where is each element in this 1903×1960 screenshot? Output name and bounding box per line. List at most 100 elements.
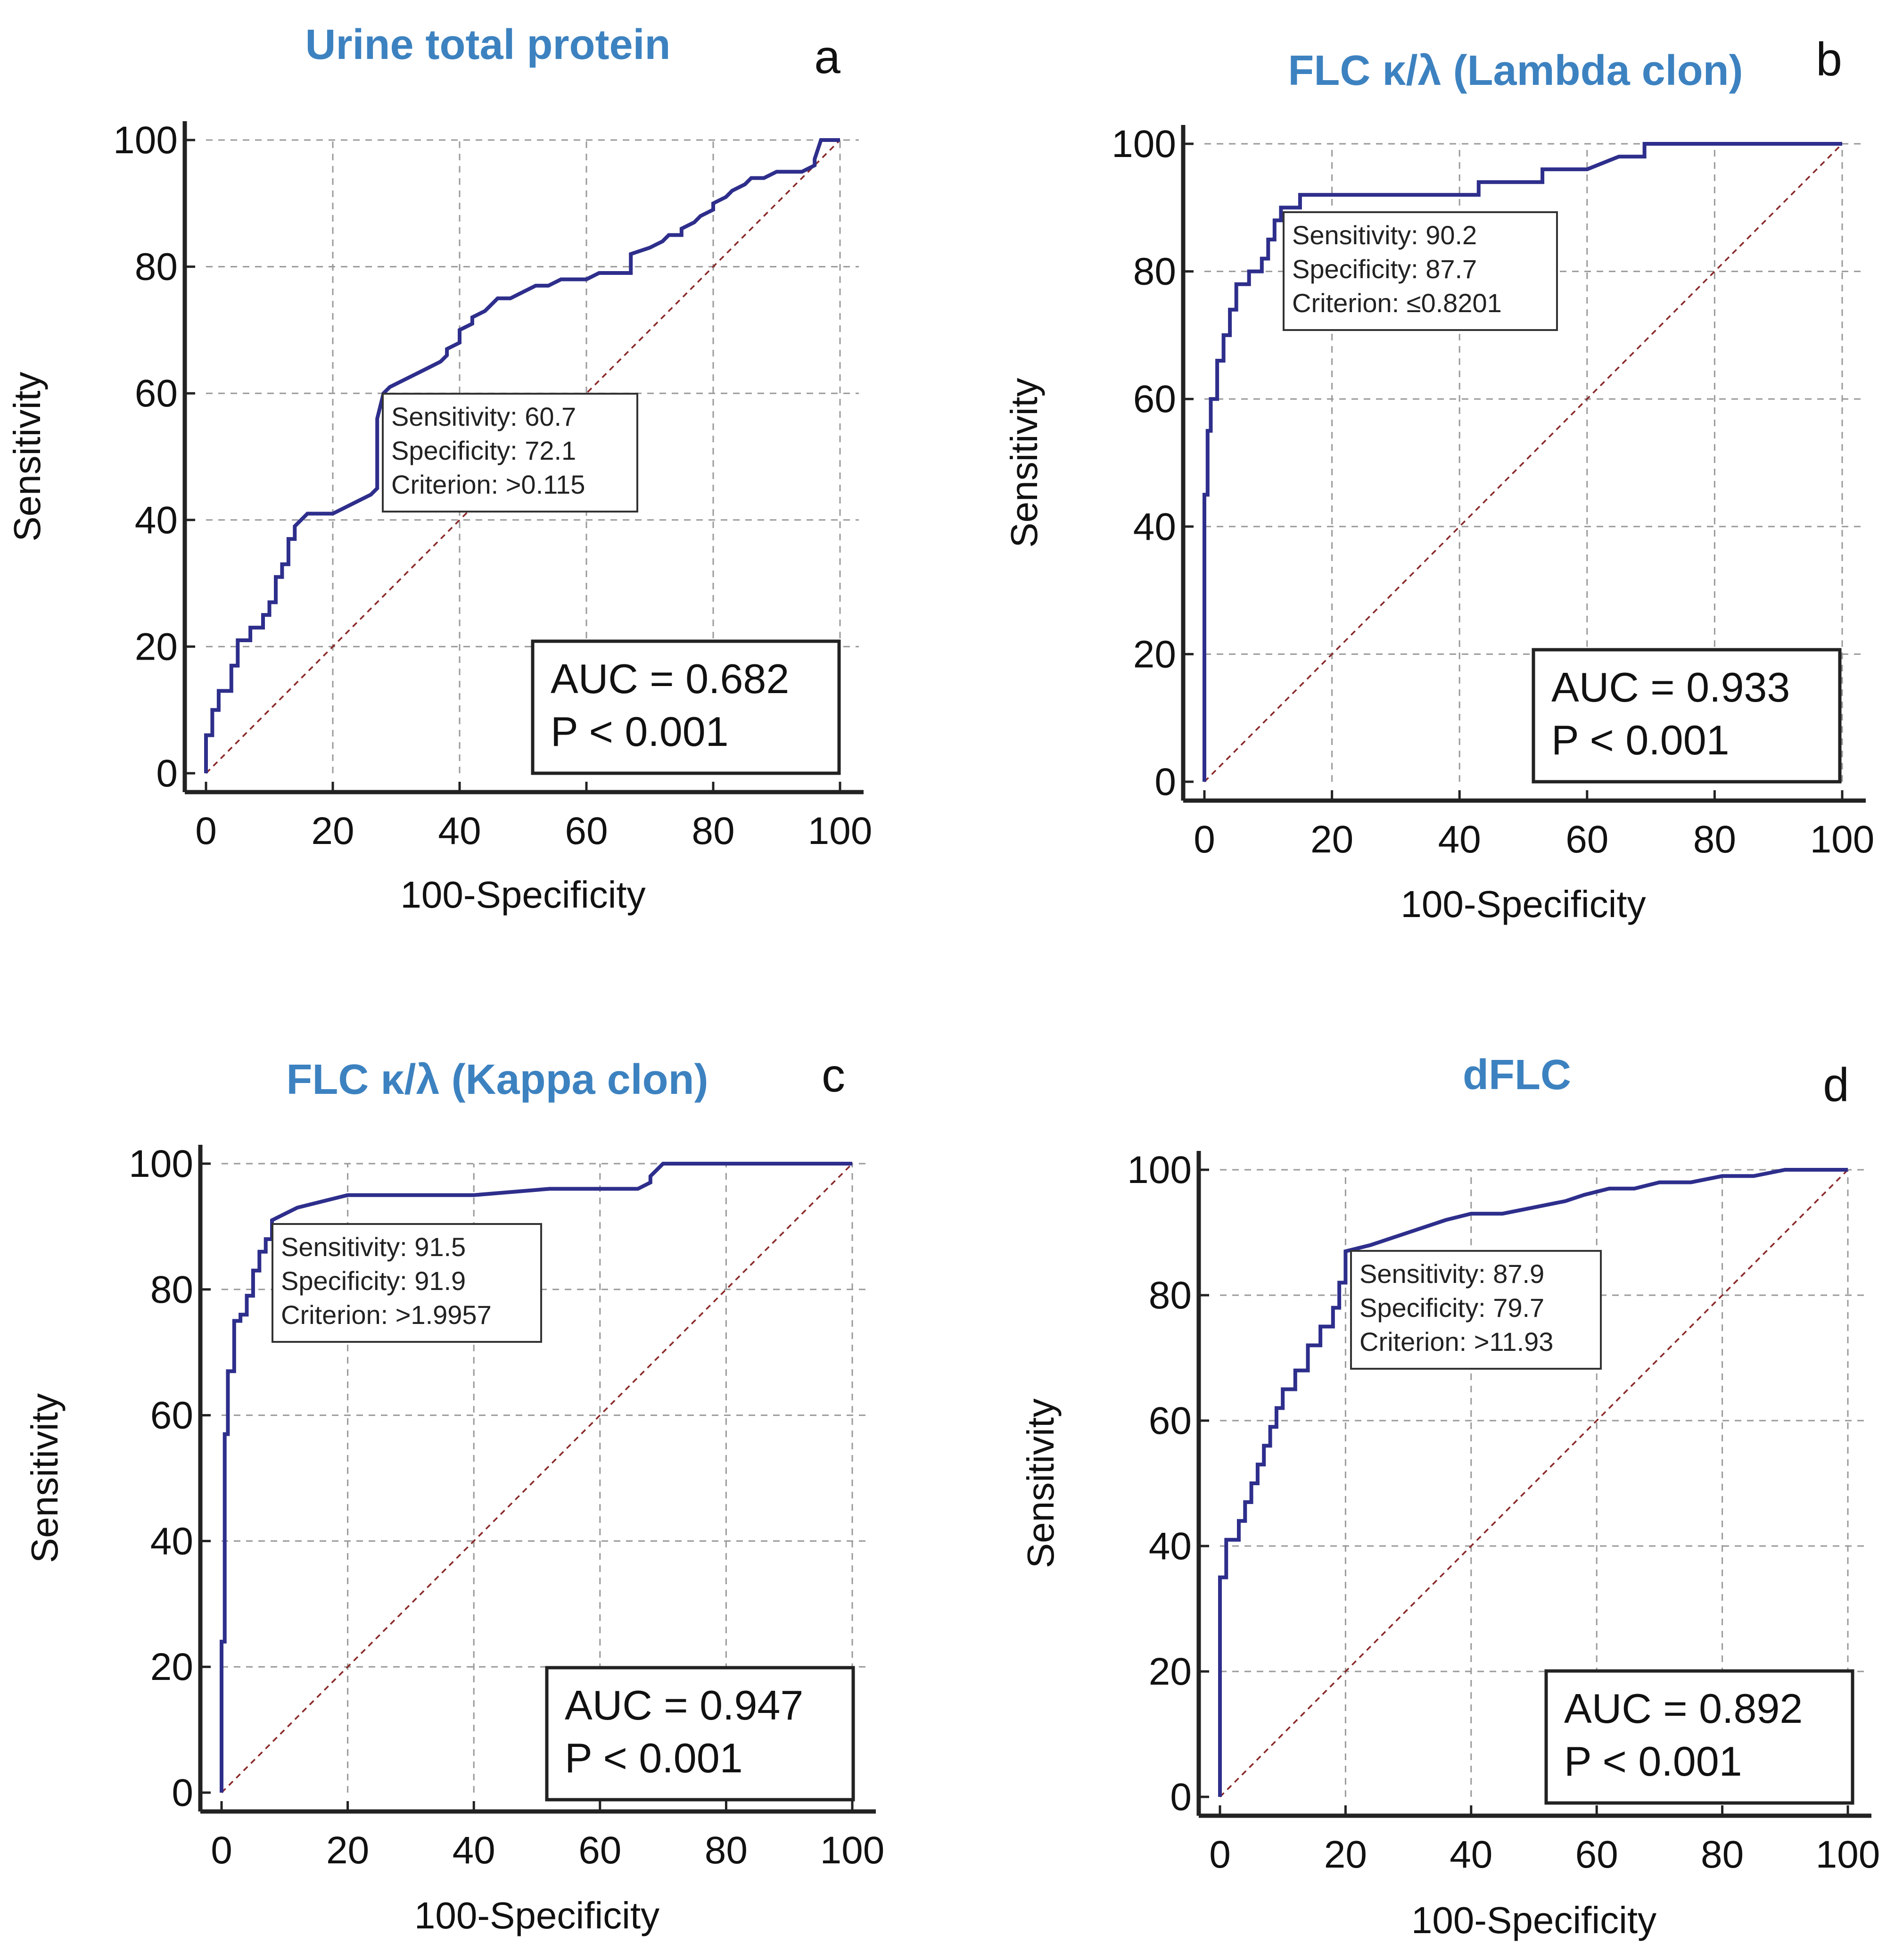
x-tick-label: 60 [1565,818,1608,861]
cutoff-criterion: Criterion: >0.115 [391,470,585,499]
roc-curve [1203,142,1842,782]
panel-letter: c [822,1049,845,1102]
roc-panel-a: Urine total protein a 0 20 40 60 80 100 0 20 40 60 8… [6,21,872,916]
y-axis-label: Sensitivity [1003,378,1045,547]
cutoff-annotation: Sensitivity: 60.7 Specificity: 72.1 Criter… [382,393,638,513]
x-tick-label: 0 [1194,818,1215,861]
x-tick-label: 60 [578,1829,621,1872]
roc-curve [204,138,840,773]
y-tick-label: 0 [1154,761,1176,803]
x-tick-label: 40 [1450,1833,1492,1876]
y-tick-label: 60 [1149,1399,1192,1442]
cutoff-specificity: Specificity: 87.7 [1292,254,1477,284]
y-tick-label: 20 [150,1646,193,1688]
x-tick-label: 40 [1438,818,1481,861]
roc-curve [1218,1168,1848,1797]
cutoff-annotation: Sensitivity: 87.9 Specificity: 79.7 Criter… [1350,1250,1602,1370]
x-tick-label: 20 [326,1829,369,1872]
p-value: P < 0.001 [1551,717,1730,763]
chart-title: dFLC [1463,1051,1571,1099]
auc-annotation: AUC = 0.682 P < 0.001 [531,639,841,775]
x-axis-label: 100-Specificity [1411,1899,1656,1941]
auc-value: AUC = 0.947 [565,1682,803,1728]
cutoff-annotation: Sensitivity: 90.2 Specificity: 87.7 Criter… [1283,211,1558,331]
x-tick-label: 80 [705,1829,748,1872]
cutoff-specificity: Specificity: 91.9 [281,1266,466,1296]
roc-panel-c: FLC κ/λ (Kappa clon) c 0 20 40 60 80 100 0 20 40 60… [24,1049,884,1936]
x-tick-label: 20 [311,810,354,852]
y-tick-label: 20 [1149,1650,1192,1693]
auc-annotation: AUC = 0.892 P < 0.001 [1544,1669,1854,1805]
roc-panel-b: FLC κ/λ (Lambda clon) b 0 20 40 60 80 100 0 20 40 6… [1003,33,1874,925]
x-tick-label: 20 [1324,1833,1367,1876]
y-axis-label: Sensitivity [1020,1398,1062,1568]
x-tick-label: 100 [820,1829,885,1872]
auc-box [1544,1669,1854,1805]
auc-annotation: AUC = 0.947 P < 0.001 [545,1666,855,1802]
x-tick-label: 100 [1816,1833,1880,1876]
cutoff-annotation: Sensitivity: 91.5 Specificity: 91.9 Criter… [272,1223,542,1343]
cutoff-specificity: Specificity: 79.7 [1359,1293,1544,1323]
auc-box [545,1666,855,1802]
panel-letter: a [814,31,840,83]
cutoff-sensitivity: Sensitivity: 87.9 [1359,1259,1544,1289]
x-tick-label: 40 [453,1829,495,1872]
x-axis-label: 100-Specificity [414,1894,659,1936]
x-tick-label: 80 [1693,818,1736,861]
auc-box [531,639,841,775]
y-tick-label: 20 [135,625,178,668]
y-tick-label: 40 [1133,505,1176,548]
cutoff-specificity: Specificity: 72.1 [391,436,576,465]
y-tick-label: 0 [1170,1776,1192,1819]
y-tick-label: 80 [1149,1274,1192,1317]
p-value: P < 0.001 [551,708,729,755]
cutoff-sensitivity: Sensitivity: 91.5 [281,1232,466,1262]
y-tick-label: 60 [135,372,178,415]
x-tick-label: 40 [438,810,481,852]
y-tick-label: 40 [135,499,178,542]
x-axis-label: 100-Specificity [1400,883,1646,925]
x-tick-label: 80 [692,810,734,852]
roc-curve [220,1162,852,1793]
cutoff-sensitivity: Sensitivity: 90.2 [1292,220,1477,250]
x-axis-label: 100-Specificity [400,874,645,916]
auc-value: AUC = 0.933 [1551,664,1790,711]
x-tick-label: 0 [195,810,217,852]
y-tick-label: 80 [135,246,178,289]
cutoff-box [1350,1250,1602,1370]
chart-title: FLC κ/λ (Lambda clon) [1288,47,1743,94]
y-tick-label: 80 [1133,250,1176,293]
auc-value: AUC = 0.682 [551,655,789,702]
y-tick-label: 100 [1127,1149,1192,1191]
auc-value: AUC = 0.892 [1564,1685,1803,1732]
cutoff-box [272,1223,542,1343]
y-tick-label: 0 [172,1771,193,1814]
auc-annotation: AUC = 0.933 P < 0.001 [1532,648,1842,784]
reference-diagonal [221,1163,853,1794]
y-tick-label: 40 [1149,1525,1192,1568]
reference-diagonal [1219,1169,1849,1798]
x-tick-label: 100 [808,810,873,852]
reference-diagonal [1203,143,1843,783]
roc-panel-d: dFLC d 0 20 40 60 80 100 0 20 40 60 80 100 100-Specifi… [1020,1051,1880,1941]
y-tick-label: 100 [129,1142,193,1185]
y-tick-label: 60 [1133,378,1176,421]
p-value: P < 0.001 [565,1735,743,1781]
y-tick-label: 40 [150,1520,193,1563]
cutoff-criterion: Criterion: >11.93 [1359,1327,1553,1356]
x-tick-label: 60 [565,810,608,852]
y-tick-label: 60 [150,1394,193,1437]
chart-title: Urine total protein [305,21,670,68]
x-tick-label: 100 [1810,818,1875,861]
panel-letter: d [1823,1059,1849,1111]
y-tick-label: 20 [1133,633,1176,676]
cutoff-sensitivity: Sensitivity: 60.7 [391,402,576,431]
y-axis-label: Sensitivity [24,1393,66,1563]
auc-box [1532,648,1842,784]
y-tick-label: 0 [156,752,178,795]
x-tick-label: 20 [1310,818,1353,861]
y-axis-label: Sensitivity [6,372,48,541]
y-tick-label: 80 [150,1268,193,1311]
x-tick-label: 80 [1701,1833,1744,1876]
